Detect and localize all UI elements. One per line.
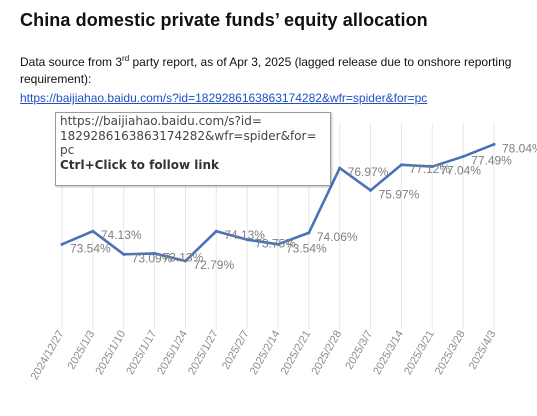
x-tick-label: 2025/4/3 bbox=[467, 329, 499, 372]
x-tick-label: 2025/3/14 bbox=[371, 329, 406, 377]
data-point bbox=[307, 231, 311, 235]
x-tick-label: 2025/3/7 bbox=[343, 329, 375, 372]
data-label: 74.13% bbox=[224, 228, 265, 242]
data-label: 73.54% bbox=[286, 241, 327, 255]
x-tick-label: 2025/1/27 bbox=[186, 329, 221, 377]
data-label: 73.75% bbox=[255, 237, 296, 251]
x-tick-label: 2025/3/21 bbox=[402, 329, 437, 377]
data-point bbox=[183, 259, 187, 263]
x-tick-label: 2025/1/10 bbox=[93, 329, 128, 377]
x-tick-label: 2025/2/21 bbox=[279, 329, 314, 377]
data-point bbox=[214, 229, 218, 233]
data-label: 78.04% bbox=[502, 141, 537, 155]
data-point bbox=[492, 142, 496, 146]
data-label: 74.13% bbox=[101, 228, 142, 242]
data-point bbox=[245, 238, 249, 242]
tooltip-url-line-1: https://baijiahao.baidu.com/s?id= bbox=[60, 114, 262, 128]
data-point bbox=[430, 165, 434, 169]
data-point bbox=[153, 251, 157, 255]
data-point bbox=[60, 242, 64, 246]
tooltip-url-line-2: 1829286163863174282&wfr=spider&for= bbox=[60, 128, 317, 143]
source-link[interactable]: https://baijiahao.baidu.com/s?id=1829286… bbox=[20, 91, 428, 105]
data-label: 72.79% bbox=[193, 258, 234, 272]
source-text-part1: Data source from 3 bbox=[20, 55, 123, 69]
data-label: 73.13% bbox=[163, 250, 204, 264]
x-tick-label: 2025/1/3 bbox=[66, 329, 98, 372]
data-point bbox=[399, 163, 403, 167]
link-tooltip: https://baijiahao.baidu.com/s?id= 182928… bbox=[55, 112, 331, 186]
data-label: 77.12% bbox=[409, 162, 450, 176]
tooltip-hint: Ctrl+Click to follow link bbox=[60, 157, 220, 172]
x-tick-label: 2025/1/17 bbox=[124, 329, 159, 377]
x-tick-label: 2025/2/14 bbox=[248, 329, 283, 377]
source-note: Data source from 3rd party report, as of… bbox=[20, 54, 525, 88]
data-point bbox=[276, 242, 280, 246]
data-label: 73.09% bbox=[132, 251, 173, 265]
x-tick-label: 2025/3/28 bbox=[433, 328, 468, 376]
x-tick-label: 2025/1/24 bbox=[155, 329, 190, 377]
data-label: 77.49% bbox=[471, 154, 512, 168]
x-tick-label: 2025/2/7 bbox=[220, 329, 252, 372]
x-tick-label: 2024/12/27 bbox=[29, 329, 67, 383]
data-label: 73.54% bbox=[70, 241, 111, 255]
tooltip-url-line-3: pc bbox=[60, 143, 75, 157]
data-point bbox=[91, 229, 95, 233]
data-label: 74.06% bbox=[317, 230, 358, 244]
data-point bbox=[122, 252, 126, 256]
slide-title: China domestic private funds’ equity all… bbox=[20, 10, 428, 30]
source-superscript: rd bbox=[122, 54, 130, 63]
data-label: 76.97% bbox=[348, 165, 389, 179]
data-label: 77.04% bbox=[440, 164, 481, 178]
data-point bbox=[369, 188, 373, 192]
source-text-part2: party report, as of Apr 3, 2025 (lagged … bbox=[20, 55, 512, 86]
x-tick-label: 2025/2/28 bbox=[309, 329, 344, 377]
data-point bbox=[461, 155, 465, 159]
data-label: 75.97% bbox=[379, 187, 420, 201]
data-point bbox=[338, 166, 342, 170]
